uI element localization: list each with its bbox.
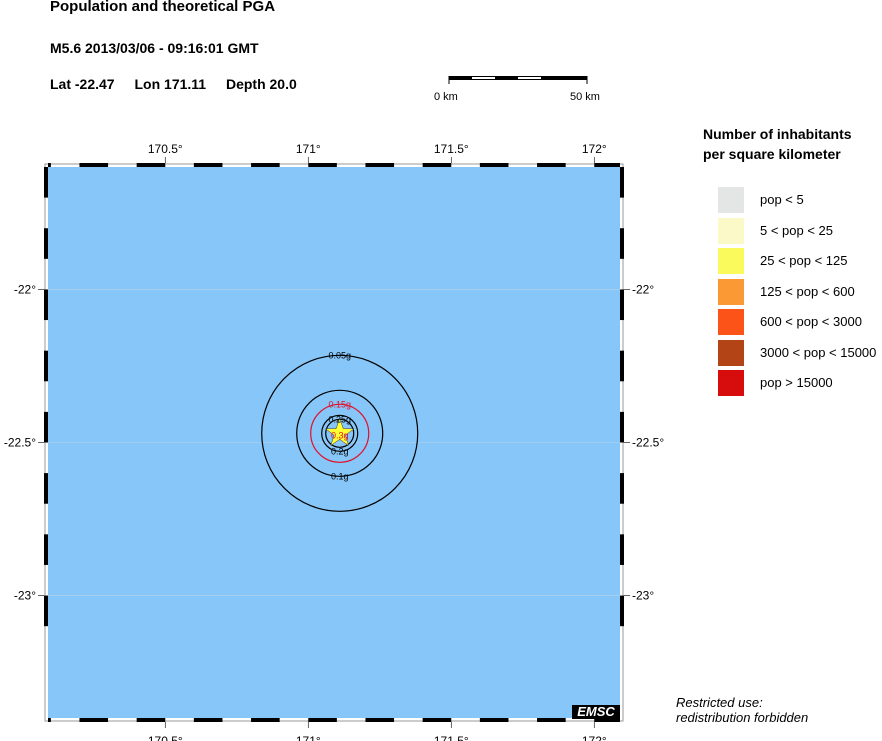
frame-segment — [422, 163, 452, 167]
frame-segment — [136, 163, 166, 167]
frame-segment — [48, 163, 51, 167]
frame-segment — [594, 163, 620, 167]
legend-label: 25 < pop < 125 — [760, 253, 848, 268]
frame-segment — [537, 163, 566, 167]
frame-segment — [79, 718, 109, 722]
frame-segment — [620, 228, 624, 259]
event-summary: M5.6 2013/03/06 - 09:16:01 GMT — [50, 40, 259, 56]
lat-tick-label: -22° — [632, 282, 654, 296]
frame-segment — [44, 534, 48, 565]
pga-contour-label: 0.15g — [328, 399, 351, 409]
frame-segment — [251, 163, 280, 167]
legend-swatch — [718, 187, 744, 213]
frame-segment — [48, 718, 51, 722]
frame-segment — [251, 718, 280, 722]
frame-segment — [79, 163, 109, 167]
lon-tick-label: 170.5° — [148, 142, 183, 156]
lon-tick-label: 171.5° — [434, 142, 469, 156]
scale-bar: 0 km 50 km — [434, 76, 600, 103]
lat-tick-label: -23° — [14, 589, 36, 603]
legend-swatch — [718, 370, 744, 396]
frame-segment — [44, 473, 48, 504]
frame-segment — [193, 718, 223, 722]
pga-contour — [321, 414, 359, 452]
legend-label: 3000 < pop < 15000 — [760, 344, 877, 360]
pga-contour-label: 0.05g — [328, 350, 351, 360]
legend-label: 600 < pop < 3000 — [760, 314, 862, 329]
frame-segment — [136, 718, 166, 722]
pga-contour-label: 0.2g — [331, 446, 349, 456]
frame-segment — [44, 411, 48, 443]
legend-swatch — [718, 309, 744, 335]
pga-contour — [261, 354, 419, 512]
lon-tick-label: 172° — [582, 142, 607, 156]
frame-segment — [44, 595, 48, 627]
legend-swatch — [718, 248, 744, 274]
frame-segment — [594, 718, 620, 722]
lon-tick-label: 171° — [296, 142, 321, 156]
legend-label: pop > 15000 — [760, 375, 833, 390]
usage-note: Restricted use: redistribution forbidden — [676, 695, 809, 725]
longitude: Lon 171.11 — [134, 76, 207, 92]
lon-tick-label: 171.5° — [434, 734, 469, 741]
latitude: Lat -22.47 — [50, 76, 115, 92]
frame-segment — [193, 163, 223, 167]
legend-title: Number of inhabitants per square kilomet… — [703, 126, 852, 162]
lat-tick-label: -23° — [632, 589, 654, 603]
lon-tick-label: 170.5° — [148, 734, 183, 741]
emsc-logo: EMSC — [572, 705, 620, 719]
pga-contours: 0.05g 0.1g 0.15g 0.2g 0.25g 0.3g — [261, 350, 419, 512]
frame-segment — [620, 289, 624, 321]
frame-segment — [365, 718, 395, 722]
frame-segment — [422, 718, 452, 722]
frame-segment — [479, 163, 509, 167]
frame-segment — [365, 163, 395, 167]
event-location: Lat -22.47 Lon 171.11 Depth 20.0 — [50, 76, 313, 92]
depth: Depth 20.0 — [225, 76, 297, 92]
frame-segment — [620, 167, 624, 198]
pga-contour-label: 0.25g — [328, 414, 351, 424]
legend-swatch — [718, 339, 744, 366]
frame-segment — [537, 718, 566, 722]
legend-swatch — [718, 278, 744, 305]
frame-segment — [620, 473, 624, 504]
lat-tick-label: -22.5° — [632, 436, 664, 450]
star-icon — [324, 417, 355, 447]
frame-segment — [620, 350, 624, 382]
frame-segment — [308, 718, 337, 722]
pga-contour-label: 0.1g — [331, 471, 349, 481]
lat-tick-label: -22° — [14, 282, 36, 296]
map-title: Population and theoretical PGA — [50, 0, 276, 15]
lat-tick-label: -22.5° — [4, 436, 36, 450]
scale-start: 0 km — [434, 91, 458, 103]
pga-contour-label: 0.3g — [331, 430, 349, 440]
frame-segment — [308, 163, 337, 167]
lon-tick-label: 171° — [296, 734, 321, 741]
frame-segment — [620, 411, 624, 443]
pga-contour — [296, 389, 384, 477]
frame-segment — [620, 595, 624, 627]
frame-segment — [44, 350, 48, 382]
frame-segment — [44, 228, 48, 259]
lon-tick-label: 172° — [582, 734, 607, 741]
frame-segment — [44, 167, 48, 198]
map-frame — [44, 163, 624, 722]
legend-label: pop < 5 — [760, 192, 804, 207]
frame-segment — [479, 718, 509, 722]
legend-label: 5 < pop < 25 — [760, 222, 834, 238]
legend-swatch — [718, 217, 744, 244]
scale-end: 50 km — [570, 91, 600, 103]
pga-contour — [310, 403, 370, 463]
frame-segment — [620, 534, 624, 565]
legend-label: 125 < pop < 600 — [760, 283, 855, 299]
frame-segment — [44, 289, 48, 321]
